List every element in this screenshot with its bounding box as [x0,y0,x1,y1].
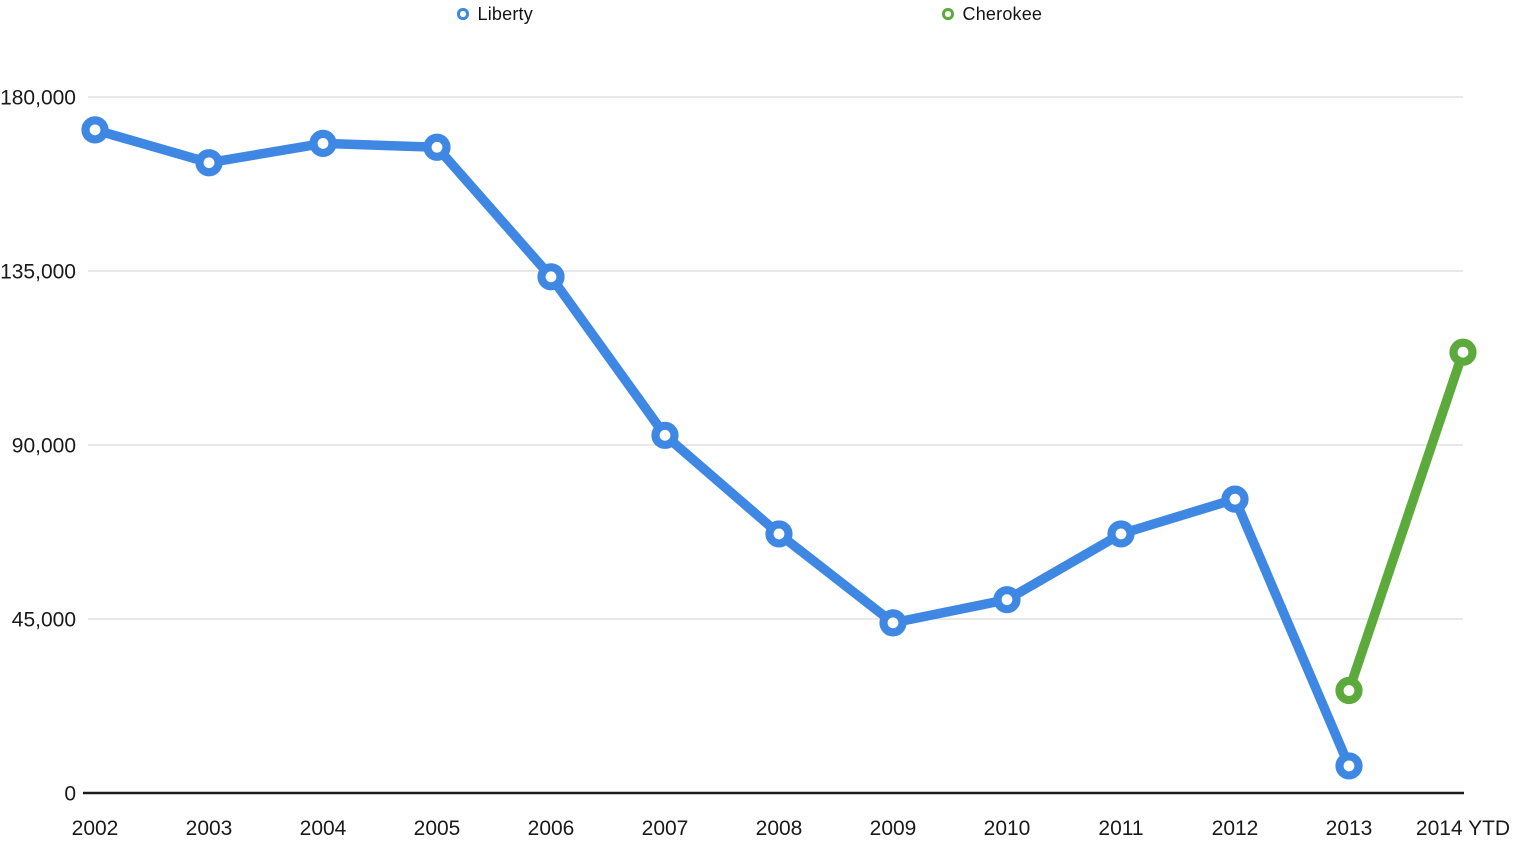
y-axis-tick-label: 90,000 [12,435,76,458]
x-axis-tick-label: 2003 [186,817,233,840]
x-axis-tick-label: 2010 [984,817,1031,840]
x-axis-tick-label: 2007 [642,817,689,840]
data-point-liberty-2008[interactable] [765,520,793,548]
x-axis-tick-label: 2004 [300,817,347,840]
series-line-liberty [90,125,1354,771]
open-circle-icon [942,8,954,20]
open-circle-icon [457,8,469,20]
legend-label-cherokee: Cherokee [962,3,1043,24]
data-point-liberty-2007[interactable] [651,421,679,449]
x-axis-tick-label: 2005 [414,817,461,840]
legend-item-cherokee[interactable]: Cherokee [942,2,1042,26]
x-axis-tick-label: 2012 [1212,817,1259,840]
x-axis-tick-label: 2013 [1326,817,1373,840]
x-axis-tick-label: 2014 YTD [1416,817,1510,840]
y-axis-tick-label: 0 [64,783,76,806]
data-point-liberty-2010[interactable] [993,586,1021,614]
x-axis-tick-label: 2002 [72,817,119,840]
series-line-cherokee [1344,347,1468,696]
x-axis-tick-label: 2011 [1098,817,1143,840]
y-axis-tick-label: 135,000 [0,261,76,284]
data-point-cherokee-2014-ytd[interactable] [1449,338,1477,366]
x-axis-tick-label: 2009 [870,817,917,840]
data-point-liberty-2011[interactable] [1107,520,1135,548]
y-axis-tick-label: 45,000 [12,609,76,632]
y-axis-tick-label: 180,000 [0,87,76,110]
data-point-cherokee-2013[interactable] [1335,676,1363,705]
data-point-liberty-2013[interactable] [1335,752,1363,780]
data-point-liberty-2012[interactable] [1221,485,1249,513]
data-point-liberty-2004[interactable] [309,129,337,157]
x-axis-tick-label: 2006 [528,817,575,840]
legend-item-liberty[interactable]: Liberty [457,2,533,26]
data-point-liberty-2005[interactable] [423,133,451,161]
x-axis-tick-label: 2008 [756,817,803,840]
data-point-liberty-2002[interactable] [81,116,109,144]
legend-label-liberty: Liberty [477,3,533,24]
data-point-liberty-2009[interactable] [879,609,907,637]
data-point-liberty-2003[interactable] [195,149,223,177]
data-point-liberty-2006[interactable] [537,263,565,291]
